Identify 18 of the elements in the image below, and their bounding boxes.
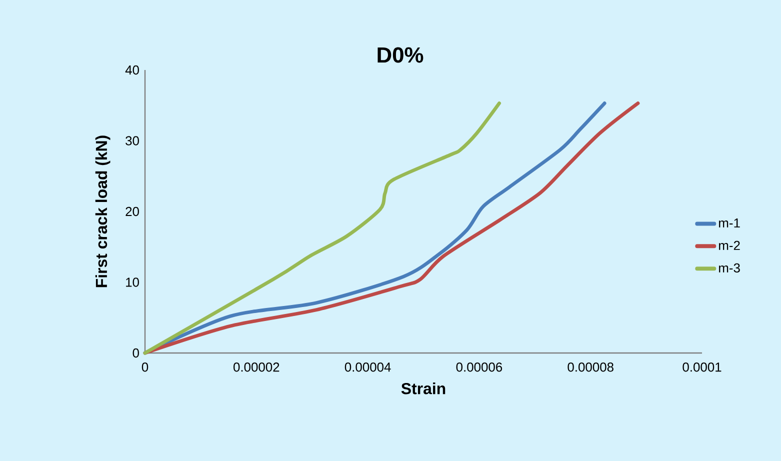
y-tick-label: 40 <box>125 65 139 75</box>
x-tick-label: 0 <box>142 362 148 372</box>
x-tick-label: 0.00002 <box>233 362 280 372</box>
x-tick-label: 0.00008 <box>568 362 614 372</box>
legend-label: m-3 <box>719 263 740 273</box>
x-tick-label: 0.0001 <box>682 362 722 372</box>
chart-title: D0% <box>378 47 424 63</box>
legend-label: m-2 <box>719 240 740 250</box>
x-tick-label: 0.00004 <box>344 362 391 372</box>
x-axis-title: Strain <box>401 382 446 394</box>
y-tick-label: 30 <box>126 136 139 146</box>
y-tick-label: 20 <box>126 206 139 216</box>
legend-label: m-1 <box>719 218 740 228</box>
y-tick-label: 0 <box>132 348 139 358</box>
y-tick-label: 10 <box>126 278 139 287</box>
line-series <box>143 102 502 355</box>
y-axis-title: First crack load (kN) <box>95 136 110 288</box>
x-tick-label: 0.00006 <box>456 362 502 372</box>
